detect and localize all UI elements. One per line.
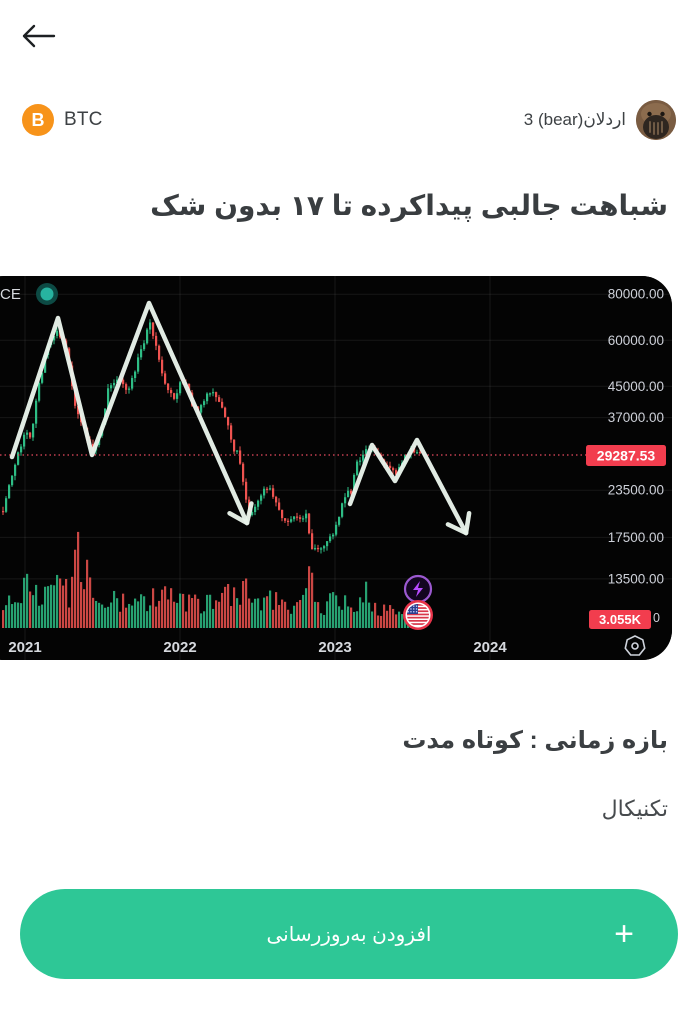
svg-text:3.055K: 3.055K [599,612,642,627]
svg-text:45000.00: 45000.00 [608,379,664,394]
volume-zero-label: 0 [653,611,660,625]
author-username: اردلان(bear) 3 [523,110,626,129]
chart-card[interactable]: 80000.00 60000.00 45000.00 37000.00 23500.00… [0,276,672,660]
asset-symbol: BTC [64,109,103,130]
volume-badge: 3.055K 0 [589,610,660,629]
svg-text:37000.00: 37000.00 [608,410,664,425]
svg-text:13500.00: 13500.00 [608,571,664,586]
time-axis-labels: 2021 2022 2023 2024 [8,639,507,656]
add-update-button[interactable]: افزودن به‌روزرسانی + [20,889,678,979]
volume-bars [2,531,422,628]
price-axis-labels: 80000.00 60000.00 45000.00 37000.00 23500.00… [608,287,664,587]
add-update-label: افزودن به‌روزرسانی [266,923,432,946]
idea-title: شباهت جالبی پیداکرده تا ۱۷ بدون شک [150,190,668,221]
lightning-stream-icon [403,574,433,604]
bitcoin-icon: B [22,104,54,136]
plus-icon: + [614,915,634,953]
back-button[interactable] [18,16,66,56]
svg-text:2023: 2023 [318,639,351,656]
svg-text:29287.53: 29287.53 [597,448,656,464]
chart-settings-gear-icon[interactable] [624,635,646,656]
trend-overlay [9,300,472,536]
svg-text:60000.00: 60000.00 [608,333,664,348]
svg-text:2022: 2022 [163,639,196,656]
candlestick-chart: 80000.00 60000.00 45000.00 37000.00 23500.00… [0,276,672,660]
us-flag-stream-icon [403,600,433,630]
analysis-type-label: تکنیکال [601,796,668,821]
asset-row: B BTC اردلان(bear) 3 [22,96,676,144]
exchange-label: CE [0,286,21,303]
current-price-badge: 29287.53 [586,445,666,466]
author-info[interactable]: اردلان(bear) 3 [524,100,676,140]
chart-legend: CE [0,283,58,305]
svg-text:2021: 2021 [8,639,41,656]
avatar [636,100,676,140]
svg-text:2024: 2024 [473,639,507,656]
svg-text:17500.00: 17500.00 [608,530,664,545]
timeframe-label: بازه زمانی : کوتاه مدت [402,727,668,754]
arrow-left-icon [22,24,56,48]
asset-info[interactable]: B BTC [22,104,103,136]
svg-text:80000.00: 80000.00 [608,287,664,302]
svg-text:23500.00: 23500.00 [608,483,664,498]
